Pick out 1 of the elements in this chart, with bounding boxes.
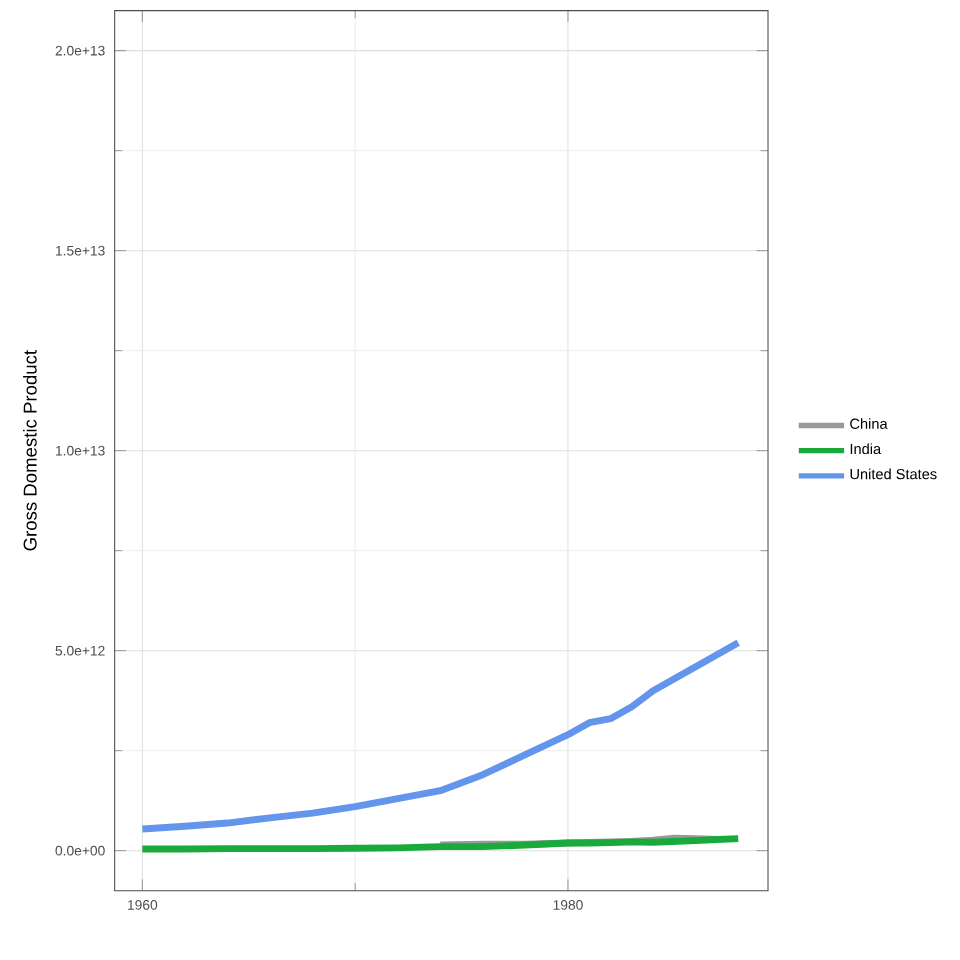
y-axis-title: Gross Domestic Product (23, 350, 37, 551)
